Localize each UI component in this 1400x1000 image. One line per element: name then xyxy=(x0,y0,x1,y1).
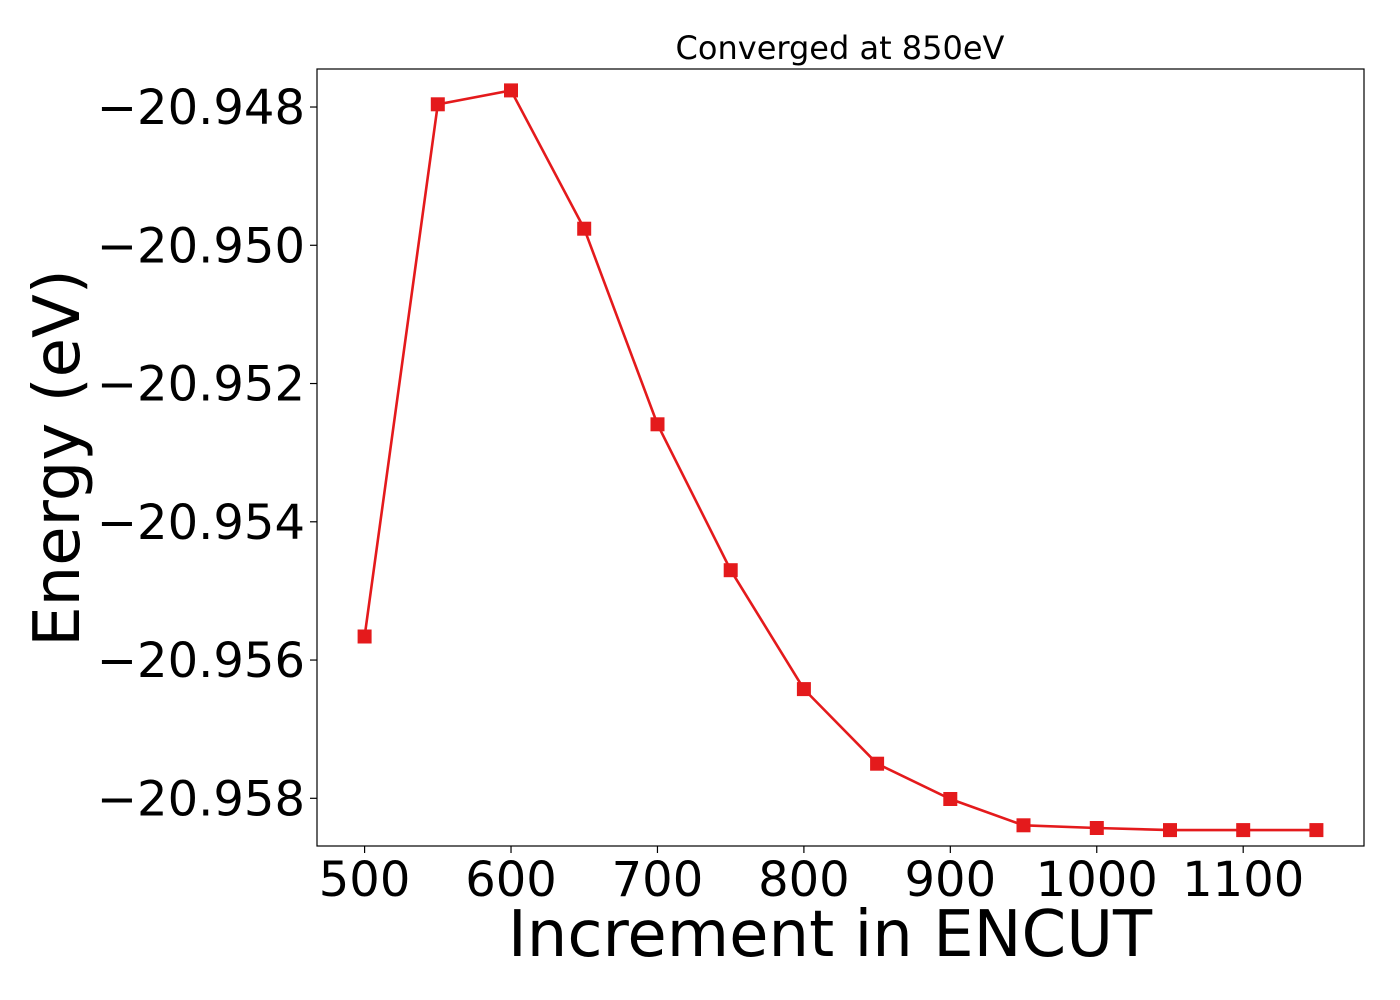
data-point-marker xyxy=(357,629,372,644)
data-point-marker xyxy=(1089,821,1104,835)
plot-frame xyxy=(316,68,1365,847)
x-axis-ticks: 500 600 700 800 900 1000 1100 xyxy=(319,846,1304,908)
y-tick-label: −20.956 xyxy=(97,633,305,689)
y-tick-label: −20.948 xyxy=(97,80,305,136)
data-point-marker xyxy=(1163,823,1177,838)
data-point-marker xyxy=(943,792,958,806)
data-point-marker xyxy=(577,221,592,236)
x-tick-label: 700 xyxy=(612,852,704,908)
data-point-marker xyxy=(1236,823,1251,838)
data-point-marker xyxy=(1309,823,1324,838)
data-point-marker xyxy=(650,417,665,432)
data-point-marker xyxy=(723,563,738,578)
series-line xyxy=(363,88,1317,832)
y-tick-label: −20.958 xyxy=(97,771,305,827)
data-point-marker xyxy=(870,756,885,771)
data-point-marker xyxy=(796,682,811,697)
plot-area xyxy=(357,83,1324,838)
x-axis-label: Increment in ENCUT xyxy=(508,898,1153,972)
x-tick-label: 1000 xyxy=(1036,852,1158,908)
y-tick-label: −20.954 xyxy=(97,495,305,551)
chart-title: Converged at 850eV xyxy=(676,29,1005,67)
x-tick-label: 900 xyxy=(905,852,997,908)
y-axis-ticks: −20.948 −20.950 −20.952 −20.954 −20.956 −20.9… xyxy=(97,80,317,827)
x-tick-label: 1100 xyxy=(1182,852,1304,908)
data-point-marker xyxy=(430,97,445,112)
x-tick-label: 800 xyxy=(758,852,850,908)
y-axis-label: Energy (eV) xyxy=(21,269,95,647)
y-tick-label: −20.952 xyxy=(97,357,305,413)
x-tick-label: 600 xyxy=(465,852,557,908)
data-point-marker xyxy=(504,83,518,98)
x-tick-label: 500 xyxy=(319,852,411,908)
y-tick-label: −20.950 xyxy=(97,218,305,274)
data-point-marker xyxy=(1016,818,1031,833)
